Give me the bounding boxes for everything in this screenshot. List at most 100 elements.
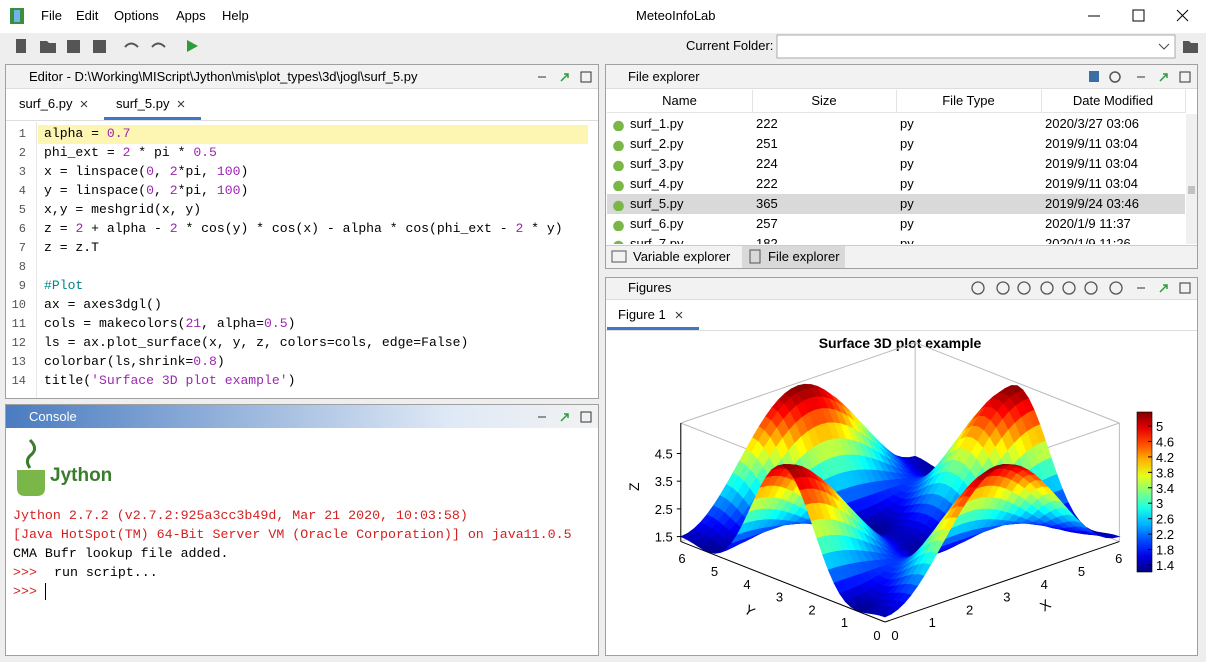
file-cell: 257 — [756, 216, 778, 231]
surface-patch — [878, 611, 893, 618]
line-number: 5 — [18, 203, 26, 217]
z-tick-label: 1.5 — [655, 530, 673, 545]
var-icon — [611, 250, 627, 263]
py-file-icon — [612, 197, 625, 211]
column-header[interactable]: Name — [662, 93, 697, 108]
fe-icon — [1089, 71, 1099, 82]
figure-tool — [996, 281, 1010, 295]
line-number: 10 — [11, 298, 26, 312]
scrollbar — [1186, 114, 1197, 244]
folder-combo[interactable] — [776, 34, 1176, 59]
code-line: ax = axes3dgl() — [44, 297, 162, 312]
editor-tab[interactable]: surf_5.py — [116, 96, 170, 111]
colorbar-tick-label: 1.4 — [1156, 558, 1174, 573]
code-line: x,y = meshgrid(x, y) — [44, 202, 202, 217]
code-line: colorbar(ls,shrink=0.8) — [44, 354, 225, 369]
file-cell: 2019/9/11 03:04 — [1045, 156, 1139, 171]
undo[interactable] — [124, 42, 139, 48]
file-cell[interactable]: surf_2.py — [630, 136, 684, 151]
run[interactable] — [187, 40, 198, 52]
file-cell: py — [900, 216, 914, 231]
line-number: 11 — [11, 317, 26, 331]
box-edge — [680, 342, 916, 424]
caret — [45, 583, 46, 600]
figure-tool — [1040, 281, 1054, 295]
column-sep — [752, 90, 753, 113]
file-cell[interactable]: surf_1.py — [630, 116, 684, 131]
fe-tab[interactable]: Variable explorer — [633, 249, 731, 264]
code-line: z = 2 + alpha - 2 * cos(y) * cos(x) - al… — [44, 221, 563, 236]
menu-item[interactable]: Options — [114, 8, 159, 23]
py-file-icon — [612, 117, 625, 131]
new-file[interactable] — [16, 39, 26, 53]
code-line: cols = makecolors(21, alpha=0.5) — [44, 316, 296, 331]
console-prompt: >>> — [13, 584, 37, 599]
toolbar-icons[interactable] — [16, 39, 106, 53]
fe-tab[interactable]: File explorer — [768, 249, 840, 264]
line-number: 6 — [18, 222, 26, 236]
menu-item[interactable]: Edit — [76, 8, 99, 23]
tab-close — [177, 100, 185, 108]
column-sep — [1185, 90, 1186, 113]
y-tick-label: 1 — [841, 615, 848, 630]
colorbar-tick-label: 3.4 — [1156, 481, 1174, 496]
save-all[interactable] — [93, 40, 106, 53]
line-number: 13 — [11, 355, 26, 369]
column-sep — [896, 90, 897, 113]
line-number: 9 — [18, 279, 26, 293]
file-cell[interactable]: surf_4.py — [630, 176, 684, 191]
code-line: phi_ext = 2 * pi * 0.5 — [44, 145, 217, 160]
colorbar-tick-label: 3 — [1156, 496, 1163, 511]
panel-float — [560, 413, 569, 422]
box-edge — [914, 342, 1120, 424]
figures-header — [606, 278, 1197, 300]
line-number: 12 — [11, 336, 26, 350]
panel-maximize — [1179, 71, 1191, 83]
column-header[interactable]: Size — [811, 93, 837, 108]
x-axis-label: X — [1037, 596, 1054, 615]
panel-maximize — [580, 411, 592, 423]
combo-arrow[interactable] — [1158, 43, 1170, 50]
plot: Surface 3D plot example 0 1 2 3 4 5 6 0 1 2 3 4 5 6 1.5… — [626, 335, 1174, 643]
editor-tab[interactable]: surf_6.py — [19, 96, 73, 111]
tab-bar-line — [6, 120, 598, 121]
py-file-icon — [612, 137, 625, 151]
title-bar — [0, 0, 1206, 33]
save[interactable] — [67, 40, 80, 53]
file-cell: 182 — [756, 236, 778, 244]
redo[interactable] — [151, 42, 166, 48]
console-panel — [5, 404, 599, 656]
menu-item[interactable]: Help — [222, 8, 249, 23]
panel-maximize — [1179, 282, 1191, 294]
y-tick-label: 4 — [743, 577, 750, 592]
close[interactable] — [1176, 9, 1189, 22]
file-cell[interactable]: surf_6.py — [630, 216, 684, 231]
file-title: File explorer — [628, 69, 700, 84]
file-cell: py — [900, 236, 914, 244]
menu-item[interactable]: File — [41, 8, 62, 23]
scroll-thumb — [1188, 186, 1195, 194]
jython-logo-text: Jython — [50, 465, 113, 486]
file-cell: 251 — [756, 136, 778, 151]
menu-item[interactable]: Apps — [176, 8, 206, 23]
code-line: y = linspace(0, 2*pi, 100) — [44, 183, 249, 198]
x-tick-label: 3 — [1003, 590, 1010, 605]
z-tick-label: 4.5 — [655, 446, 673, 461]
file-cell[interactable]: surf_7.py — [630, 236, 684, 244]
colorbar-tick-label: 2.2 — [1156, 527, 1174, 542]
maximize[interactable] — [1132, 9, 1145, 22]
column-header[interactable]: File Type — [942, 93, 995, 108]
browse[interactable] — [1183, 41, 1198, 53]
file-cell: 224 — [756, 156, 778, 171]
figure-tabbar-line — [606, 330, 1197, 331]
open[interactable] — [40, 41, 56, 53]
figure-tab[interactable]: Figure 1 — [618, 307, 666, 322]
colorbar-tick-label: 4.6 — [1156, 434, 1174, 449]
file-cell[interactable]: surf_3.py — [630, 156, 684, 171]
file-cell[interactable]: surf_5.py — [630, 196, 684, 211]
editor-title: Editor - D:\Working\MIScript\Jython\mis\… — [29, 69, 418, 84]
file-cell: py — [900, 176, 914, 191]
x-tick-label: 6 — [1115, 551, 1122, 566]
file-cell: 365 — [756, 196, 778, 211]
column-header[interactable]: Date Modified — [1072, 93, 1154, 108]
